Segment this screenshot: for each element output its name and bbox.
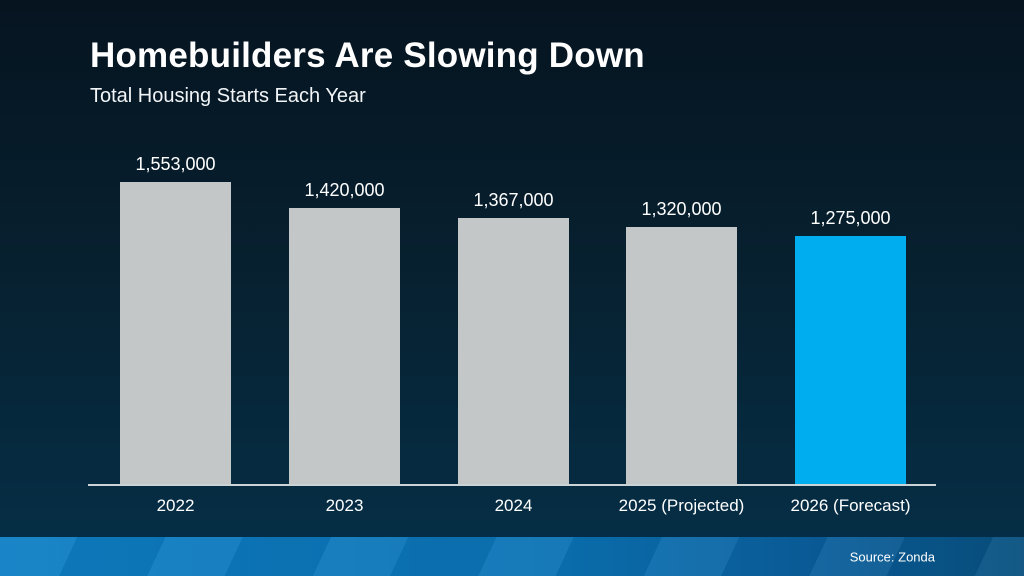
bar-value-label: 1,320,000 [641,199,722,219]
bar [795,236,906,484]
bar [458,218,569,484]
x-axis-label: 2023 [325,496,364,515]
page-subtitle: Total Housing Starts Each Year [90,85,366,107]
source-label: Source: Zonda [849,549,935,564]
bar-group-2024: 1,367,000 2024 [458,190,569,515]
page-title: Homebuilders Are Slowing Down [90,36,645,75]
bar-group-2026 (Forecast): 1,275,000 2026 (Forecast) [791,208,911,515]
bar-value-label: 1,420,000 [304,180,385,200]
bar [289,208,400,484]
x-axis-label: 2025 (Projected) [618,496,745,515]
bar [120,182,231,484]
bar [626,227,737,484]
source-bar: Source: Zonda [0,537,1024,576]
bar-group-2023: 1,420,000 2023 [289,180,400,515]
x-axis-label: 2026 (Forecast) [790,496,911,515]
bar-value-label: 1,367,000 [473,190,554,210]
x-axis-label: 2024 [494,496,533,515]
x-axis-line [88,484,936,486]
bar-group-2022: 1,553,000 2022 [120,154,231,515]
bar-value-label: 1,275,000 [810,208,891,228]
x-axis-label: 2022 [156,496,195,515]
bar-group-2025 (Projected): 1,320,000 2025 (Projected) [619,199,745,515]
bar-value-label: 1,553,000 [135,154,216,174]
